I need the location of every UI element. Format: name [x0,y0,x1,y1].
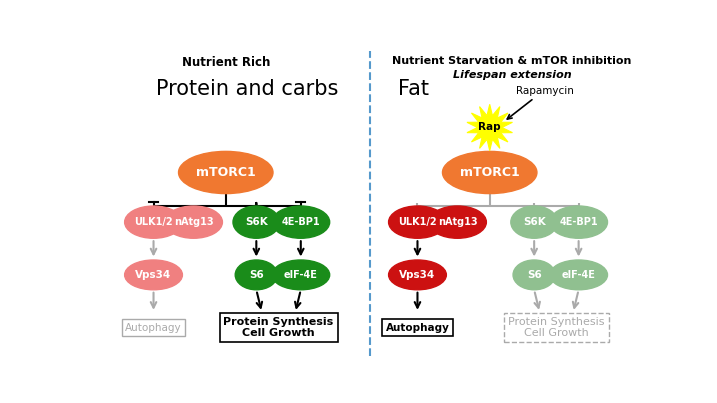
Ellipse shape [442,152,537,193]
Text: mTORC1: mTORC1 [460,166,520,179]
Ellipse shape [550,260,607,290]
Text: eIF-4E: eIF-4E [561,270,596,280]
Text: nAtg13: nAtg13 [437,217,478,227]
Ellipse shape [233,206,280,238]
Ellipse shape [513,260,555,290]
Text: S6K: S6K [523,217,546,227]
Text: Rapamycin: Rapamycin [516,87,574,96]
Text: Vps34: Vps34 [399,270,436,280]
Text: Nutrient Starvation & mTOR inhibition: Nutrient Starvation & mTOR inhibition [392,56,632,66]
Text: S6: S6 [249,270,264,280]
Text: Rap: Rap [478,123,501,133]
Text: eIF-4E: eIF-4E [284,270,318,280]
Text: Vps34: Vps34 [136,270,171,280]
Text: ULK1/2: ULK1/2 [398,217,437,227]
Ellipse shape [272,260,330,290]
Text: Fat: Fat [398,79,429,100]
Text: Nutrient Rich: Nutrient Rich [181,56,270,69]
Text: Autophagy: Autophagy [386,323,450,332]
Text: Lifespan extension: Lifespan extension [452,70,571,80]
Text: Protein Synthesis
Cell Growth: Protein Synthesis Cell Growth [508,317,604,339]
Text: S6: S6 [527,270,541,280]
Ellipse shape [125,206,182,238]
Polygon shape [467,104,513,151]
Ellipse shape [179,152,273,193]
Ellipse shape [165,206,222,238]
Ellipse shape [125,260,182,290]
Text: ULK1/2: ULK1/2 [134,217,173,227]
Text: nAtg13: nAtg13 [174,217,214,227]
Text: 4E-BP1: 4E-BP1 [559,217,598,227]
Ellipse shape [272,206,330,238]
Ellipse shape [235,260,277,290]
Ellipse shape [389,206,447,238]
Text: Autophagy: Autophagy [125,323,182,332]
Text: mTORC1: mTORC1 [196,166,256,179]
Text: 4E-BP1: 4E-BP1 [282,217,320,227]
Ellipse shape [429,206,486,238]
Text: Protein and carbs: Protein and carbs [156,79,338,100]
Text: Protein Synthesis
Cell Growth: Protein Synthesis Cell Growth [224,317,333,339]
Ellipse shape [389,260,447,290]
Ellipse shape [550,206,607,238]
Ellipse shape [511,206,558,238]
Text: S6K: S6K [245,217,267,227]
